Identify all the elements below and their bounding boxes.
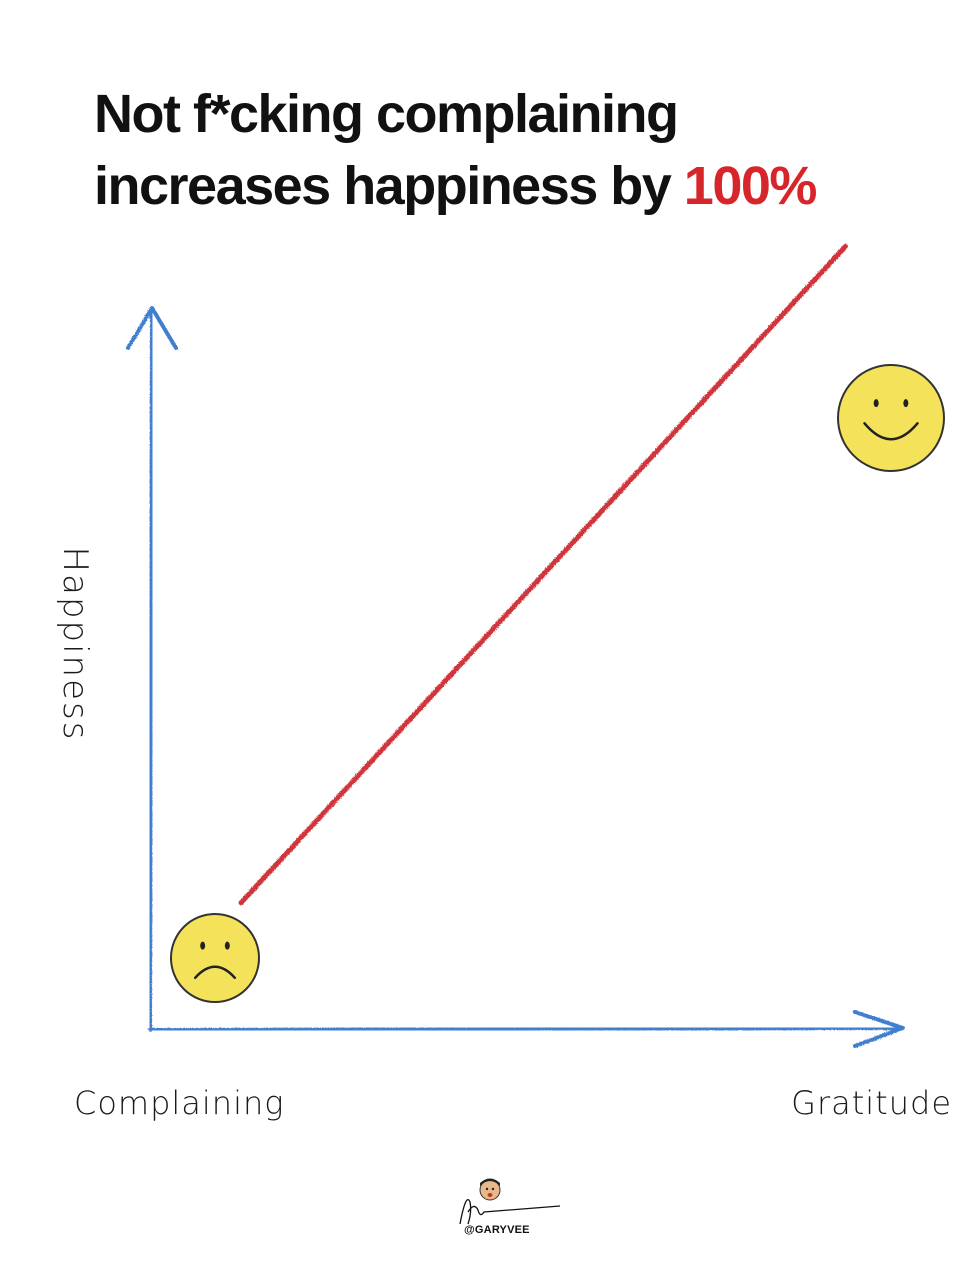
credit: @GARYVEE: [440, 1172, 561, 1242]
x-axis: [148, 1010, 905, 1048]
credit-handle: @GARYVEE: [464, 1224, 530, 1236]
sad-face-icon: [170, 913, 260, 1003]
series-layer: [238, 243, 848, 906]
series-line: [238, 243, 848, 906]
x-tick-label-start: Complaining: [74, 1084, 284, 1122]
title-line-1: Not f*cking complaining: [94, 84, 679, 144]
y-axis-line: [148, 306, 154, 1032]
happy-face-icon: [837, 364, 945, 472]
y-axis: [126, 198, 178, 1032]
x-tick-label-end: Gratitude: [791, 1084, 952, 1122]
chart-title: Not f*cking complaining increases happin…: [94, 78, 954, 222]
title-highlight: 100%: [683, 156, 818, 216]
title-line-2: increases happiness by: [94, 156, 684, 216]
x-axis-arrow: [853, 1010, 905, 1048]
y-axis-arrow: [126, 306, 178, 350]
markers-layer: [170, 364, 945, 1003]
x-axis-line: [148, 1026, 897, 1032]
signature-logo: [459, 1178, 561, 1225]
y-axis-label: Happiness: [55, 547, 95, 742]
